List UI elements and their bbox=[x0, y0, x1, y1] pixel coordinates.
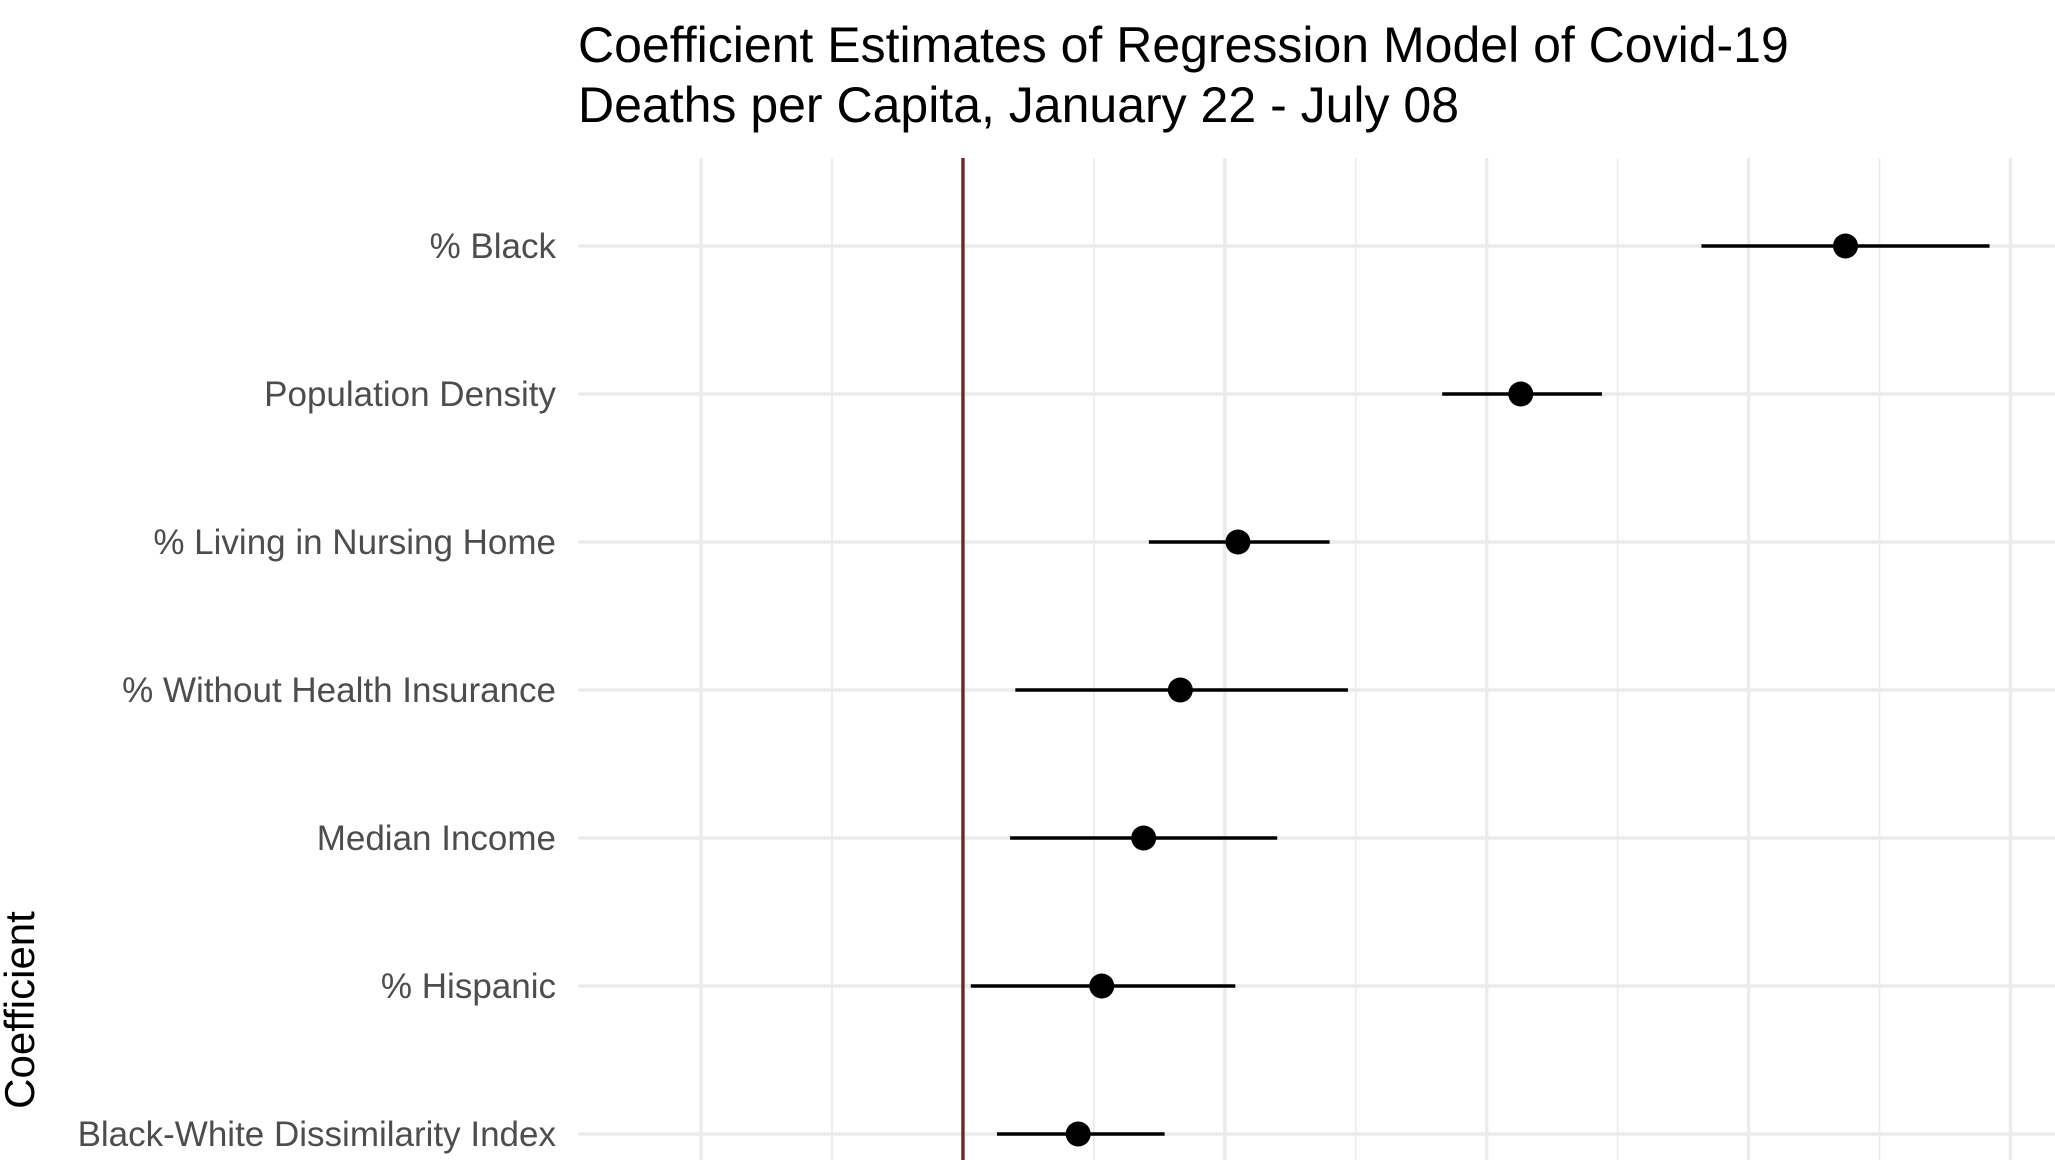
y-tick-label: % Without Health Insurance bbox=[122, 671, 556, 710]
coefficient-marks bbox=[970, 233, 1990, 1147]
y-tick-labels: % Black Population Density % Living in Nur… bbox=[78, 227, 557, 1154]
gridlines bbox=[578, 158, 2055, 1160]
coefficient-point bbox=[1131, 825, 1157, 851]
coefficient-point bbox=[1167, 677, 1193, 703]
coefficient-point bbox=[1065, 1121, 1091, 1147]
y-tick-label: Median Income bbox=[317, 819, 556, 858]
y-tick-label: % Hispanic bbox=[381, 967, 556, 1006]
chart-title-line-1: Coefficient Estimates of Regression Mode… bbox=[578, 17, 1789, 73]
coefficient-point bbox=[1832, 233, 1858, 259]
coefficient-point bbox=[1508, 381, 1534, 407]
chart-title-line-2: Deaths per Capita, January 22 - July 08 bbox=[578, 77, 1459, 133]
coefficient-point bbox=[1225, 529, 1251, 555]
y-tick-label: % Black bbox=[430, 227, 557, 266]
plot-panel bbox=[578, 158, 2055, 1160]
coefficient-point bbox=[1089, 973, 1115, 999]
y-tick-label: % Living in Nursing Home bbox=[153, 523, 556, 562]
y-tick-label: Black-White Dissimilarity Index bbox=[78, 1115, 557, 1154]
y-tick-label: Population Density bbox=[264, 375, 556, 414]
y-axis-label: Coefficient bbox=[0, 911, 43, 1109]
